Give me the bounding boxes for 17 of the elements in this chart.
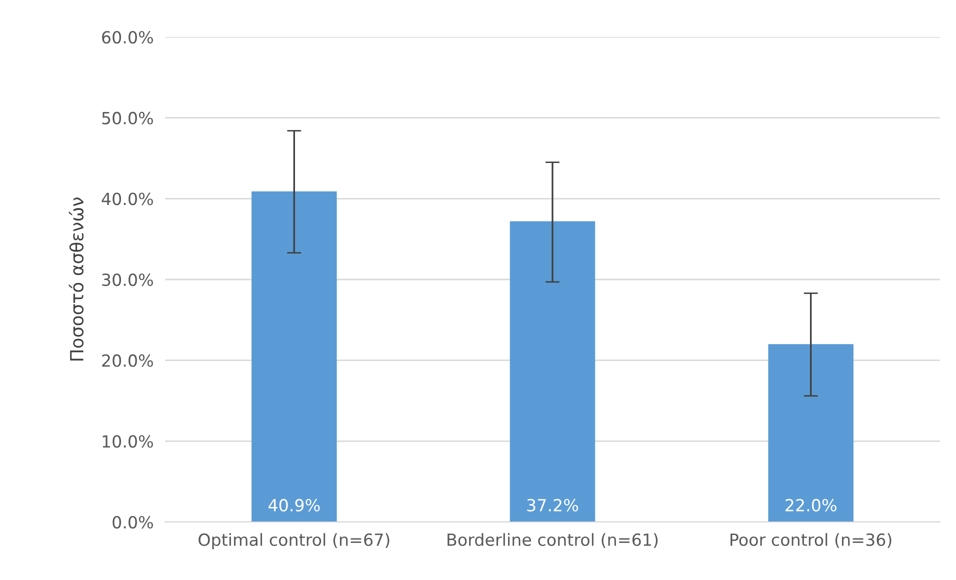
x-tick-label: Poor control (n=36) [730, 533, 892, 548]
bar [510, 221, 596, 522]
x-tick-label: Optimal control (n=67) [198, 533, 390, 550]
y-tick-label: 0.0% [112, 516, 153, 529]
data-label: 22.0% [786, 498, 836, 512]
y-tick-label: 60.0% [102, 30, 153, 44]
data-label: 37.2% [527, 498, 578, 512]
y-tick-label: 40.0% [102, 192, 153, 206]
y-tick-label: 30.0% [102, 273, 153, 286]
y-tick-label: 50.0% [102, 112, 153, 124]
bar [252, 191, 337, 522]
x-tick-label: Borderline control (n=61) [448, 533, 658, 548]
y-axis-title: Ποσοστό ασθενών [68, 198, 84, 361]
y-tick-label: 10.0% [102, 435, 153, 448]
data-label: 40.9% [268, 498, 320, 512]
y-tick-label: 20.0% [102, 354, 153, 367]
bar [768, 344, 854, 522]
